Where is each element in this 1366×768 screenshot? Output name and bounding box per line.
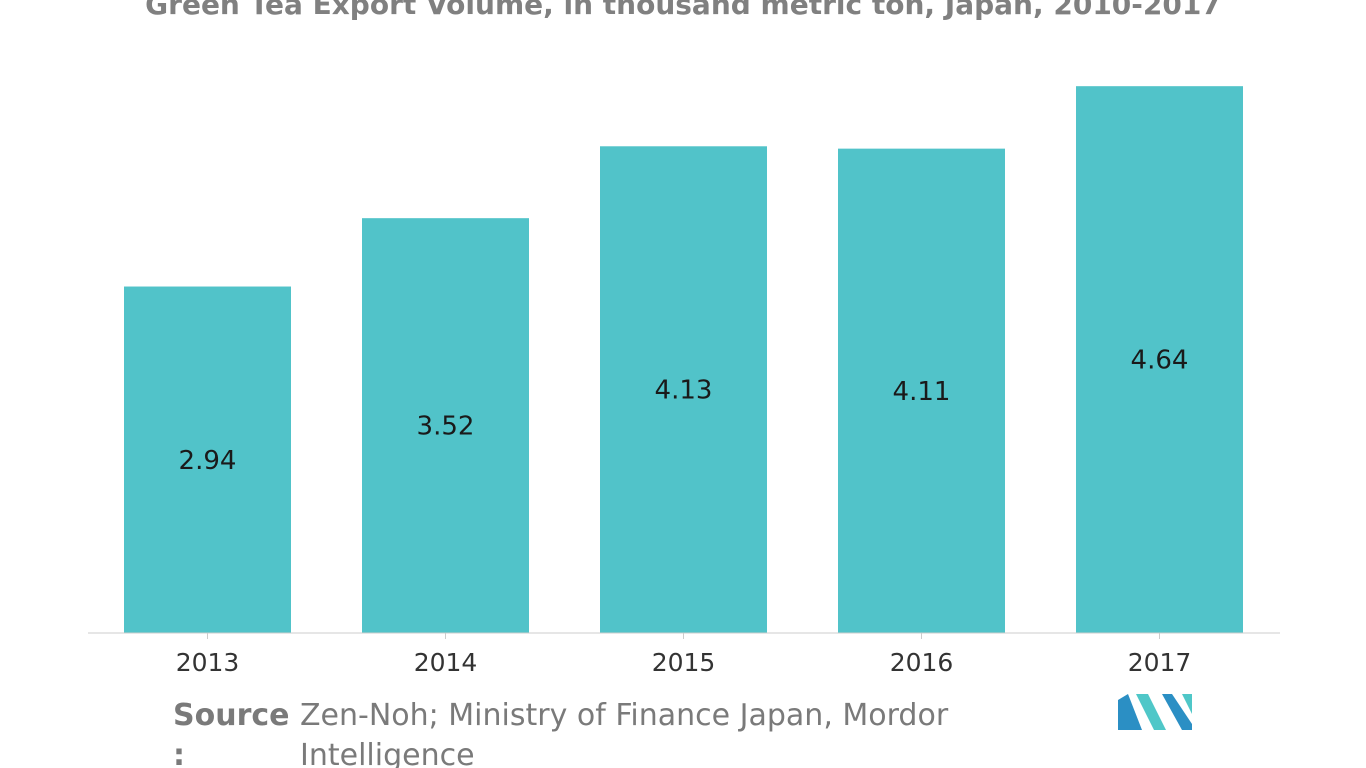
bars-group bbox=[124, 86, 1243, 634]
source-colon: : bbox=[173, 738, 185, 768]
bar-2013 bbox=[124, 286, 291, 633]
bar-2015 bbox=[600, 146, 767, 633]
x-tick-label-2016: 2016 bbox=[890, 648, 954, 677]
bar-value-label-2016: 4.11 bbox=[893, 377, 951, 407]
bar-value-label-2017: 4.64 bbox=[1131, 346, 1189, 376]
bar-chart: 2013 2014 2015 2016 2017 2.94 3.52 4.13 4.11 4.6… bbox=[88, 86, 1280, 677]
logo-middle-shape bbox=[1136, 694, 1166, 730]
bar-2017 bbox=[1076, 86, 1243, 634]
x-tick-label-2014: 2014 bbox=[414, 648, 478, 677]
x-tick-label-2017: 2017 bbox=[1128, 648, 1192, 677]
bar-2014 bbox=[362, 218, 529, 633]
ticks-group: 2013 2014 2015 2016 2017 bbox=[176, 633, 1192, 677]
source-text: Zen-Noh; Ministry of Finance Japan, Mord… bbox=[300, 698, 949, 768]
x-tick-label-2015: 2015 bbox=[652, 648, 716, 677]
logo-right-shape bbox=[1162, 694, 1192, 730]
logo-right-bar bbox=[1182, 694, 1192, 714]
logo-left-shape bbox=[1118, 694, 1142, 730]
source-block: Source : Zen-Noh; Ministry of Finance Ja… bbox=[173, 696, 973, 768]
labels-group: 2.94 3.52 4.13 4.11 4.64 bbox=[179, 346, 1189, 476]
bar-value-label-2013: 2.94 bbox=[179, 446, 237, 476]
source-label: Source bbox=[173, 698, 290, 733]
bar-2016 bbox=[838, 148, 1005, 633]
bar-value-label-2014: 3.52 bbox=[417, 412, 475, 442]
mordor-intelligence-logo-icon bbox=[1118, 694, 1192, 730]
x-tick-label-2013: 2013 bbox=[176, 648, 240, 677]
bar-value-label-2015: 4.13 bbox=[655, 376, 713, 406]
chart-title: Green Tea Export Volume, in thousand met… bbox=[145, 0, 1221, 21]
